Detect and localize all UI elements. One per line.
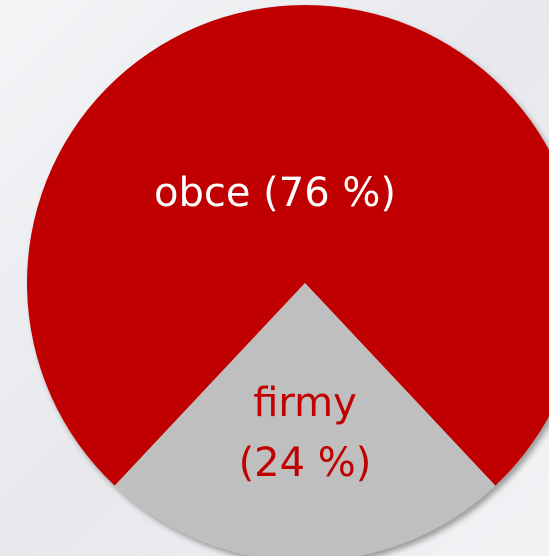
pie [27,4,549,556]
slice-label: firmy (24 %) [239,380,372,486]
slice-label: obce (76 %) [154,170,396,216]
pie-slice [114,283,496,556]
pie-slice [27,4,549,486]
